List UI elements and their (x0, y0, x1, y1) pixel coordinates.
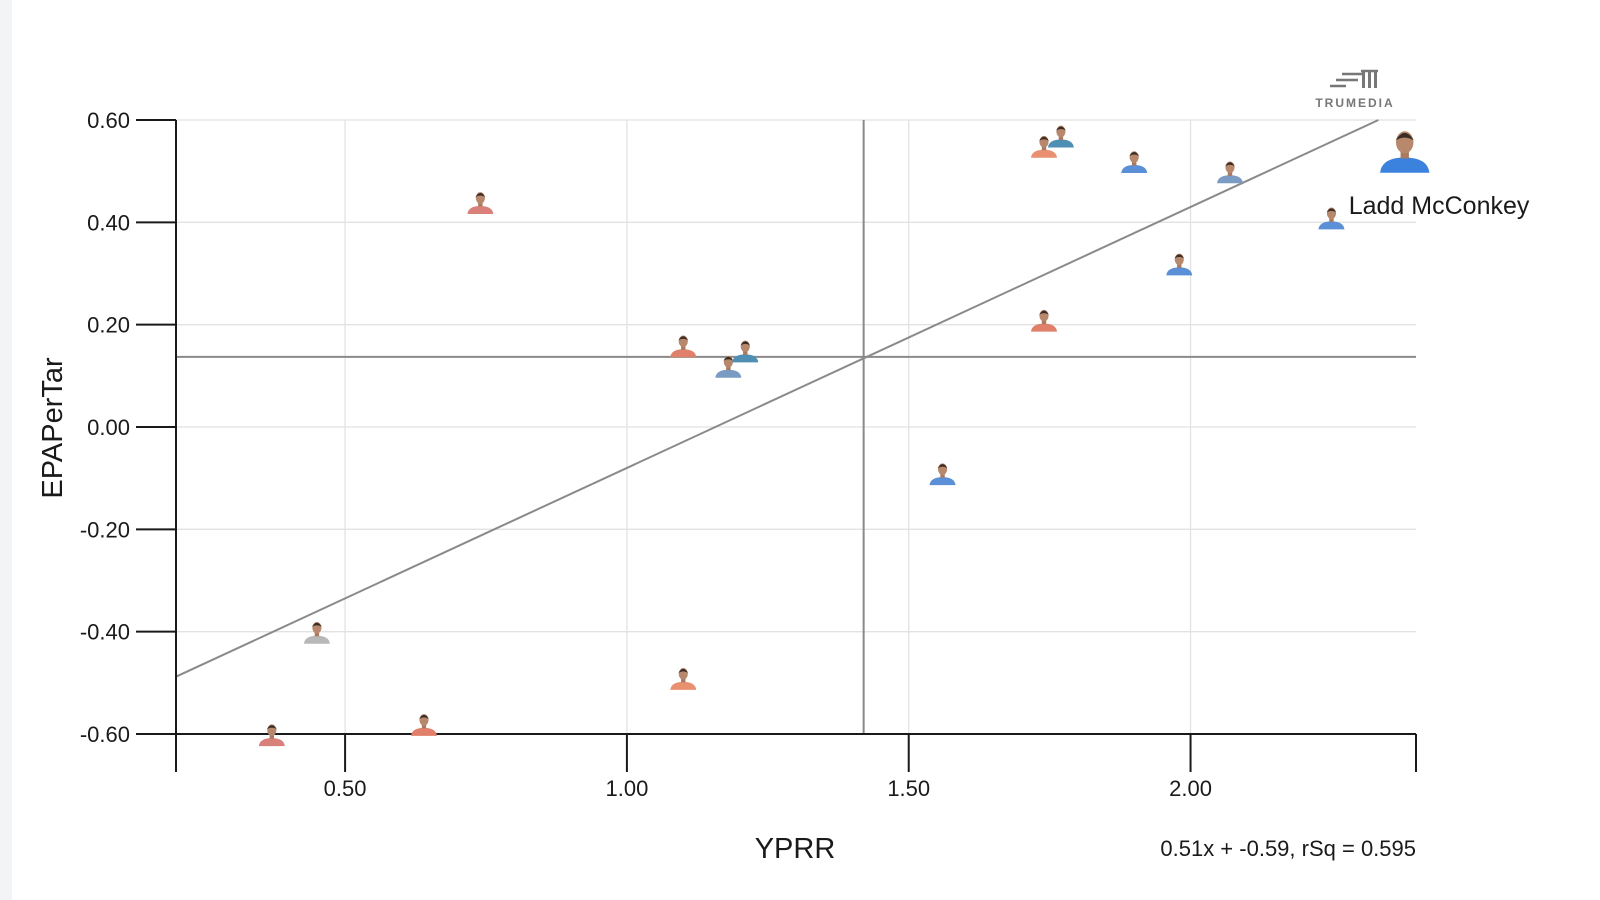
x-tick-label: 1.00 (605, 776, 648, 801)
trend-equation: 0.51x + -0.59, rSq = 0.595 (1160, 836, 1416, 861)
highlighted-player-label: Ladd McConkey (1349, 192, 1530, 220)
player-point[interactable] (1217, 161, 1243, 184)
player-point[interactable] (1166, 253, 1193, 276)
y-tick-label: 0.40 (87, 210, 130, 235)
grid-layer (176, 119, 1416, 735)
scatter-chart: 0.60 0.40 0.20 0.00 -0.20 -0.40 -0.60 0.50 1.00 1… (37, 69, 1530, 865)
y-tick-label: 0.60 (87, 108, 130, 133)
x-tick-label: 1.50 (887, 776, 930, 801)
player-point[interactable] (258, 724, 285, 747)
y-tick-label: -0.20 (80, 517, 130, 542)
axis-layer: 0.60 0.40 0.20 0.00 -0.20 -0.40 -0.60 0.50 1.00 1… (80, 108, 1417, 801)
chart-panel: 0.60 0.40 0.20 0.00 -0.20 -0.40 -0.60 0.50 1.00 1… (12, 0, 1600, 900)
player-point[interactable] (1121, 151, 1148, 174)
y-tick-label: 0.20 (87, 313, 130, 338)
highlighted-player-point[interactable] (1380, 131, 1430, 173)
reference-layer (175, 119, 1416, 734)
logo-mark-icon (1330, 69, 1378, 88)
y-axis-title: EPAPerTar (37, 357, 69, 499)
x-tick-label: 0.50 (324, 776, 367, 801)
x-axis-title: YPRR (755, 833, 836, 865)
x-tick-label: 2.00 (1169, 776, 1212, 801)
trend-line (175, 119, 1379, 678)
player-point[interactable] (1031, 135, 1057, 158)
player-point[interactable] (715, 355, 742, 378)
player-point[interactable] (732, 340, 759, 363)
player-point[interactable] (467, 192, 494, 214)
trumedia-logo: TRUMEDIA (1315, 69, 1394, 110)
y-tick-label: -0.40 (80, 620, 130, 645)
player-point[interactable] (929, 463, 956, 486)
y-tick-label: 0.00 (87, 415, 130, 440)
point-layer: Ladd McConkey (258, 125, 1530, 747)
player-point[interactable] (1318, 207, 1345, 230)
logo-text: TRUMEDIA (1315, 96, 1394, 110)
player-point[interactable] (1047, 125, 1074, 148)
player-point[interactable] (670, 668, 697, 690)
y-tick-label: -0.60 (80, 722, 130, 747)
player-point[interactable] (1031, 309, 1057, 332)
player-point[interactable] (303, 621, 330, 644)
player-point[interactable] (670, 335, 697, 358)
player-point[interactable] (411, 714, 437, 736)
